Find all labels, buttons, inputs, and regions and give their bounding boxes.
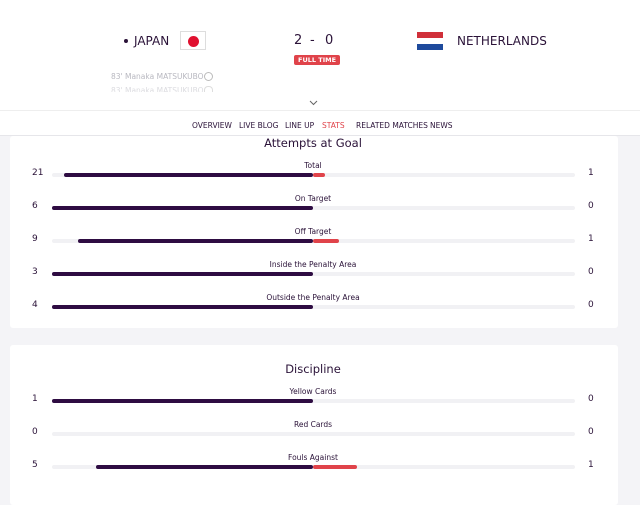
status-badge: FULL TIME — [294, 55, 341, 65]
home-bar — [63, 173, 313, 177]
home-value: 4 — [32, 300, 38, 310]
away-score: 0 — [325, 33, 334, 48]
home-bar — [95, 465, 313, 469]
home-value: 21 — [32, 168, 44, 178]
home-bar — [52, 272, 313, 276]
netherlands-flag — [417, 32, 443, 50]
home-value: 1 — [32, 394, 38, 404]
home-value: 3 — [32, 267, 38, 277]
match-header: JAPAN 2 - 0 FULL TIME NETHERLANDS 83' Ma… — [0, 0, 640, 136]
stats-card — [10, 345, 618, 505]
bar-track — [52, 399, 575, 403]
away-value: 0 — [588, 201, 594, 211]
bar-track — [52, 305, 575, 309]
home-score: 2 — [294, 33, 303, 48]
section-title: Discipline — [285, 362, 341, 376]
ball-icon — [204, 86, 213, 92]
divider — [0, 110, 640, 111]
scorer: 83' Manaka MATSUKUBO — [111, 86, 204, 92]
away-bar — [313, 173, 325, 177]
stat-label: Outside the Penalty Area — [266, 293, 360, 302]
stat-label: Off Target — [294, 227, 332, 236]
away-value: 1 — [588, 168, 594, 178]
stat-label: Inside the Penalty Area — [269, 260, 357, 269]
stats-card — [10, 136, 618, 328]
away-value: 0 — [588, 300, 594, 310]
away-value: 1 — [588, 460, 594, 470]
japan-flag — [180, 31, 206, 50]
home-bar — [52, 305, 313, 309]
nav-tab[interactable]: LINE UP — [285, 121, 315, 130]
nav-tab[interactable]: STATS — [322, 121, 345, 130]
nav-tab[interactable]: OVERVIEW — [192, 121, 232, 130]
stat-label: Fouls Against — [288, 453, 338, 462]
away-value: 0 — [588, 394, 594, 404]
home-bar — [52, 399, 313, 403]
away-team[interactable]: NETHERLANDS — [457, 34, 547, 48]
home-bar — [52, 206, 313, 210]
nav-tab[interactable]: NEWS — [430, 121, 453, 130]
expand-chevron[interactable] — [309, 100, 318, 106]
stat-label: Red Cards — [293, 420, 333, 429]
bar-track — [52, 432, 575, 436]
scorer: 83' Manaka MATSUKUBO — [111, 72, 204, 81]
away-bar — [313, 239, 340, 243]
nav-tab[interactable]: LIVE BLOG — [239, 121, 279, 130]
home-value: 6 — [32, 201, 38, 211]
away-bar — [313, 465, 357, 469]
home-value: 5 — [32, 460, 38, 470]
nav-tab[interactable]: RELATED MATCHES — [356, 121, 428, 130]
away-value: 0 — [588, 427, 594, 437]
stat-label: Total — [304, 161, 322, 170]
home-value: 0 — [32, 427, 38, 437]
home-team[interactable]: JAPAN — [134, 34, 170, 48]
score-separator: - — [310, 33, 315, 48]
dot — [124, 39, 128, 43]
stat-label: Yellow Cards — [289, 387, 337, 396]
home-value: 9 — [32, 234, 38, 244]
bar-track — [52, 272, 575, 276]
bar-track — [52, 206, 575, 210]
away-value: 0 — [588, 267, 594, 277]
section-title: Attempts at Goal — [264, 136, 362, 150]
ball-icon — [204, 72, 213, 81]
home-bar — [78, 239, 313, 243]
stat-label: On Target — [294, 194, 332, 203]
away-value: 1 — [588, 234, 594, 244]
